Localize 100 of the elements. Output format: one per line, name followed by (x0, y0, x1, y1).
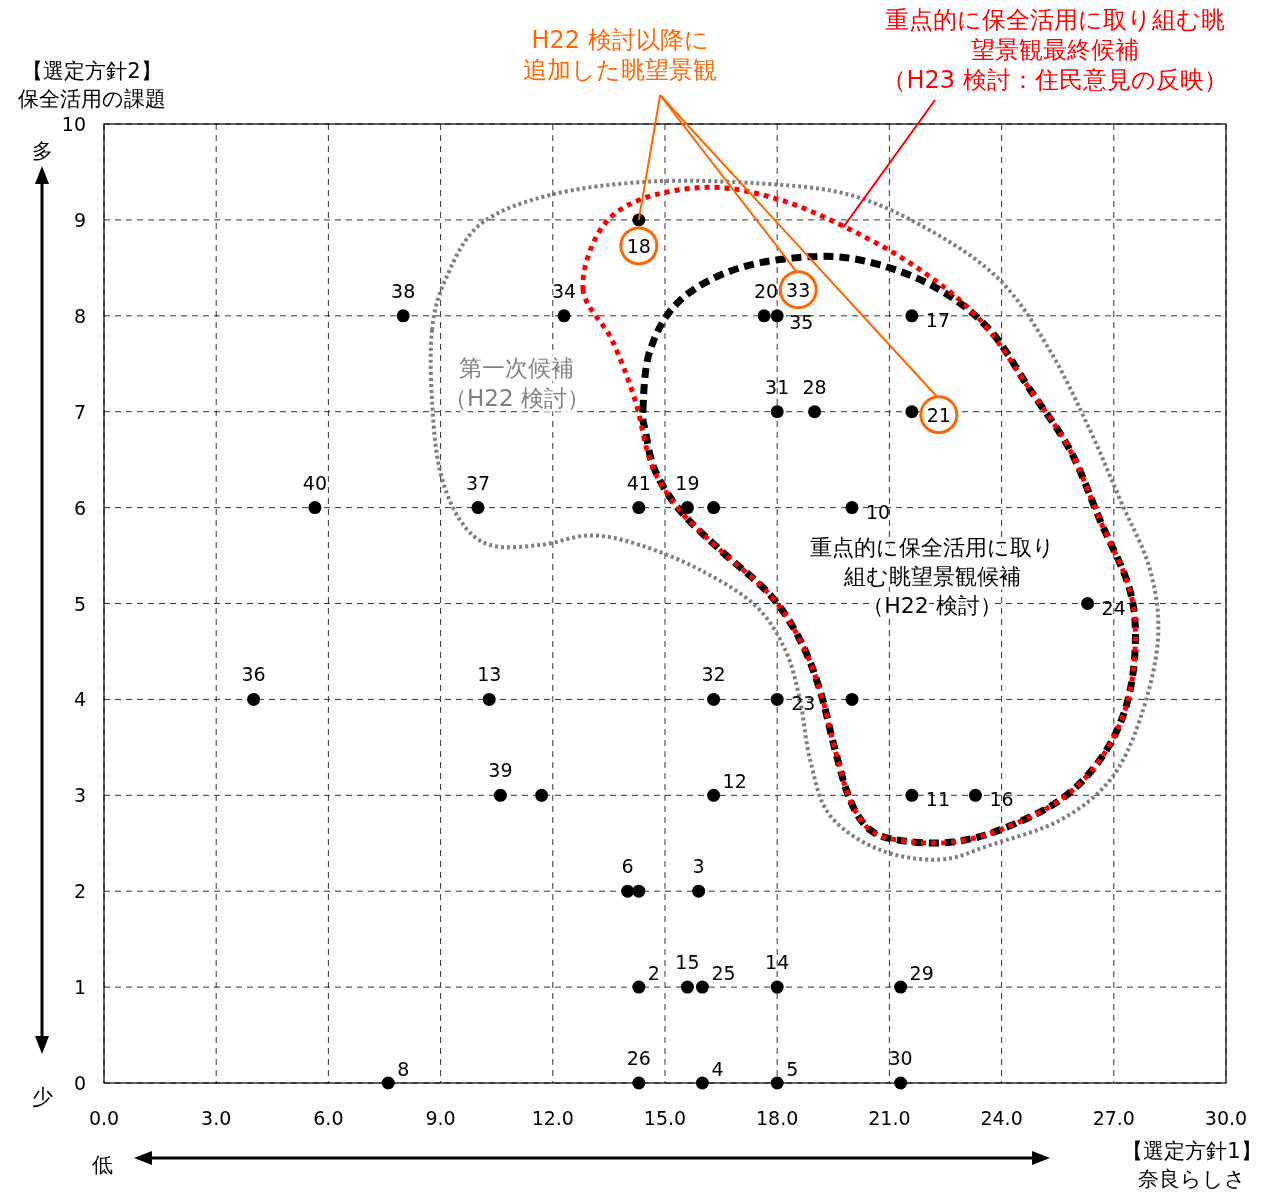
point (770, 405, 784, 419)
annotation: 16 (989, 788, 1014, 811)
point (770, 309, 784, 323)
point (396, 309, 410, 323)
annotation: 24 (1101, 596, 1126, 619)
y-tick-label: 5 (73, 592, 86, 615)
point (757, 309, 771, 323)
x-tick-label: 6.0 (313, 1107, 344, 1129)
point (632, 501, 646, 515)
point (557, 309, 571, 323)
annotation: 11 (925, 788, 951, 811)
annotation: 23 (791, 692, 816, 715)
point (808, 405, 822, 419)
annotation: 10 (866, 500, 891, 523)
text: 重点的に保全活用に取り組む眺望景観最終候補（H23 検討：住民意見の反映） (882, 6, 1228, 94)
point (770, 1076, 784, 1090)
y-tick-label: 0 (73, 1072, 86, 1094)
y-tick-label: 7 (73, 400, 86, 423)
x-tick-label: 3.0 (201, 1107, 232, 1129)
point (707, 501, 721, 515)
circled-label: 21 (919, 395, 959, 435)
annotation: 13 (477, 663, 502, 686)
point (381, 1076, 395, 1090)
point (535, 788, 549, 802)
annotation: 33 (786, 278, 811, 301)
y-tick-label: 6 (73, 496, 86, 519)
annotation: 31 (765, 375, 790, 398)
annotation: 6 (621, 855, 634, 878)
x-tick-label: 27.0 (1092, 1107, 1135, 1129)
annotation: 41 (626, 471, 651, 494)
annotation: 8 (397, 1058, 410, 1080)
y-tick-label: 4 (73, 688, 86, 711)
point (632, 1076, 646, 1090)
annotation: 第一次候補（H22 検討） (443, 355, 590, 412)
annotation: 重点的に保全活用に取り組む眺望景観候補（H22 検討） (809, 534, 1055, 618)
annotation: 25 (711, 962, 736, 985)
point (692, 884, 706, 898)
annotation: 3 (692, 855, 705, 878)
annotation: 19 (675, 471, 700, 494)
annotation: 12 (722, 770, 747, 793)
point (845, 501, 859, 515)
annotation: 5 (786, 1058, 799, 1080)
x-tick-label: 21.0 (868, 1107, 911, 1129)
x-tick-label: 24.0 (980, 1107, 1023, 1129)
point (680, 980, 694, 994)
point (770, 980, 784, 994)
annotation: 20 (754, 279, 779, 302)
x-tick-label: 0.0 (88, 1107, 120, 1129)
point (695, 980, 709, 994)
circled-label: 18 (619, 226, 659, 266)
annotation: 14 (765, 951, 790, 974)
annotation: 4 (711, 1058, 724, 1080)
annotation: 34 (551, 279, 577, 302)
x-tick-label: 15.0 (643, 1107, 687, 1129)
annotation: 26 (626, 1047, 651, 1069)
y-tick-label: 2 (73, 880, 86, 903)
text: 少 (31, 1085, 53, 1109)
annotation: 28 (802, 375, 827, 398)
text: 低 (91, 1153, 113, 1177)
annotation: 2 (647, 962, 660, 985)
point (493, 788, 507, 802)
x-axis-title: 【選定方針1】奈良らしさ (1122, 1139, 1262, 1191)
point (845, 692, 859, 706)
point (621, 884, 635, 898)
annotation: 40 (302, 471, 328, 494)
point (968, 788, 982, 802)
point (707, 788, 721, 802)
point (482, 692, 496, 706)
point (707, 692, 721, 706)
text: 多 (31, 139, 53, 163)
point (632, 980, 646, 994)
y-tick-label: 8 (73, 304, 86, 327)
point (308, 501, 322, 515)
annotation: 37 (465, 471, 491, 494)
point (894, 980, 908, 994)
annotation: 39 (488, 759, 513, 782)
y-tick-label: 9 (73, 208, 86, 231)
circled-label: 33 (778, 270, 818, 310)
annotation: 36 (241, 663, 266, 686)
x-tick-label: 9.0 (425, 1107, 456, 1129)
point (905, 788, 919, 802)
annotation: 30 (888, 1047, 913, 1069)
point (1081, 597, 1095, 610)
point (905, 405, 919, 419)
point (770, 692, 784, 706)
x-tick-label: 18.0 (756, 1107, 799, 1129)
annotation: 35 (789, 310, 814, 333)
annotation: 17 (925, 308, 951, 331)
x-tick-label: 30.0 (1204, 1107, 1248, 1129)
annotation: 32 (701, 663, 726, 686)
x-tick-label: 12.0 (531, 1107, 574, 1129)
point (680, 501, 694, 515)
point (894, 1076, 908, 1090)
annotation: 15 (675, 951, 700, 974)
annotation: H22 検討以降に追加した眺望景観 (523, 26, 718, 84)
y-tick-label: 3 (73, 784, 86, 807)
annotation: 21 (926, 403, 951, 426)
annotation: 29 (909, 962, 934, 985)
point (632, 884, 646, 898)
annotation: 18 (626, 234, 651, 257)
